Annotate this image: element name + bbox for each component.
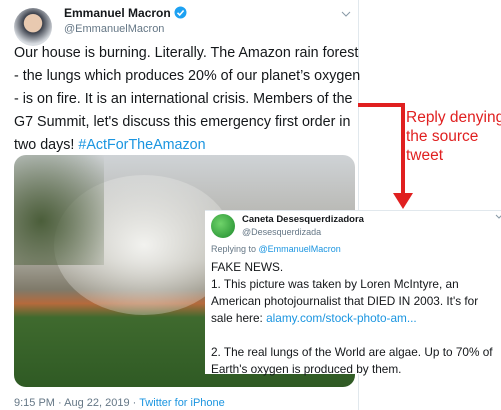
annotation: Reply denying the source tweet (406, 108, 501, 165)
replying-to: Replying to @EmmanuelMacron (211, 244, 341, 254)
reply-text: FAKE NEWS. 1. This picture was taken by … (211, 259, 493, 378)
hashtag[interactable]: #ActForTheAmazon (78, 137, 205, 153)
link[interactable]: alamy.com/stock-photo-am... (266, 311, 417, 325)
replying-label: Replying to (211, 244, 256, 254)
mention[interactable]: @EmmanuelMacron (259, 244, 341, 254)
text-line: G7 Summit, let's discuss this emergency … (14, 111, 360, 134)
annotation-line: the source (406, 127, 501, 146)
avatar[interactable] (14, 8, 52, 46)
text: two days! (14, 137, 74, 153)
text-line: American photojournalist that DIED IN 20… (211, 293, 493, 310)
reply-chevron[interactable] (495, 214, 501, 220)
text-line: 2. The real lungs of the World are algae… (211, 344, 493, 361)
timestamp[interactable]: 9:15 PM · Aug 22, 2019 (14, 397, 130, 409)
separator: · (133, 397, 137, 409)
reply-avatar[interactable] (211, 214, 235, 238)
tweet-meta: 9:15 PM · Aug 22, 2019 · Twitter for iPh… (14, 397, 225, 409)
text-line: 1. This picture was taken by Loren McInt… (211, 276, 493, 293)
author-handle[interactable]: @EmmanuelMacron (64, 23, 164, 35)
author-name[interactable]: Emmanuel Macron (64, 6, 187, 20)
tweet-text: Our house is burning. Literally. The Ama… (14, 42, 360, 157)
verified-badge (174, 6, 187, 19)
name[interactable]: Emmanuel Macron (64, 6, 171, 20)
reply-handle[interactable]: @Desesquerdizada (242, 227, 321, 237)
text-line: Our house is burning. Literally. The Ama… (14, 42, 360, 65)
text-line: - is on fire. It is an international cri… (14, 88, 360, 111)
text-line: Earth's oxygen is produced by them. (211, 361, 493, 378)
text-line: FAKE NEWS. (211, 259, 493, 276)
source-link[interactable]: Twitter for iPhone (139, 397, 225, 409)
annotation-line: Reply denying (406, 108, 501, 127)
reply-name[interactable]: Caneta Desesquerdizadora (242, 214, 364, 225)
text-line: sale here: alamy.com/stock-photo-am... (211, 310, 493, 327)
text: sale here: (211, 311, 263, 325)
text-line: - the lungs which produces 20% of our pl… (14, 65, 360, 88)
page: Emmanuel Macron @EmmanuelMacron Our hous… (0, 0, 501, 410)
text-line: two days! #ActForTheAmazon (14, 134, 360, 157)
menu-chevron[interactable] (341, 10, 351, 18)
annotation-line: tweet (406, 146, 501, 165)
